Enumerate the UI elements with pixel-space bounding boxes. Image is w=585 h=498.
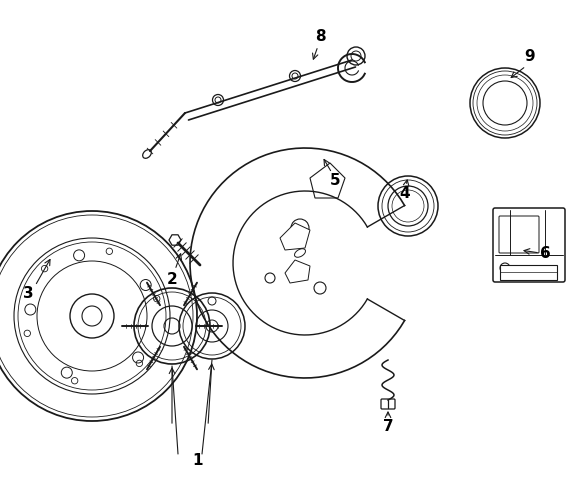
Circle shape xyxy=(82,306,102,326)
Text: 4: 4 xyxy=(400,185,410,201)
FancyBboxPatch shape xyxy=(493,208,565,282)
Text: 2: 2 xyxy=(167,272,177,287)
FancyBboxPatch shape xyxy=(499,216,539,253)
Polygon shape xyxy=(280,223,310,250)
Text: 5: 5 xyxy=(330,172,340,188)
Text: 8: 8 xyxy=(315,28,325,43)
Polygon shape xyxy=(500,265,557,280)
Polygon shape xyxy=(169,235,181,245)
Text: 6: 6 xyxy=(539,246,550,260)
Text: 7: 7 xyxy=(383,418,393,433)
Circle shape xyxy=(290,71,301,82)
FancyBboxPatch shape xyxy=(381,399,395,409)
Polygon shape xyxy=(285,260,310,283)
Circle shape xyxy=(212,95,223,106)
Text: 1: 1 xyxy=(192,453,203,468)
Text: 9: 9 xyxy=(525,48,535,64)
Text: 3: 3 xyxy=(23,285,33,300)
Polygon shape xyxy=(310,163,345,198)
